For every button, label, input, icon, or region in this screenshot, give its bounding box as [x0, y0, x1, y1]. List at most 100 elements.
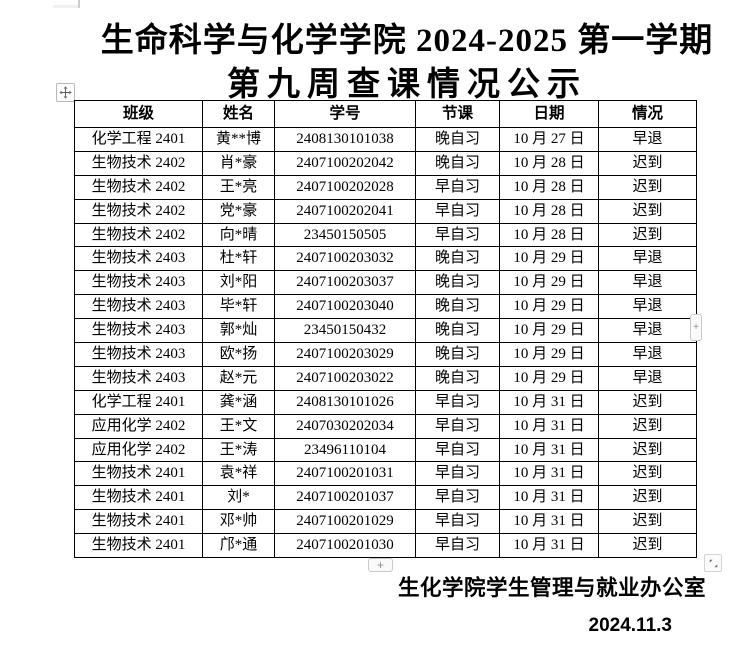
column-header[interactable]: 日期 — [499, 100, 599, 128]
table-cell[interactable]: 10 月 31 日 — [499, 413, 599, 439]
table-cell[interactable]: 早自习 — [415, 485, 500, 511]
table-cell[interactable]: 10 月 29 日 — [499, 342, 599, 367]
table-cell[interactable]: 2407100202041 — [274, 198, 416, 224]
table-cell[interactable]: 10 月 31 日 — [499, 461, 599, 487]
table-cell[interactable]: 2407100203040 — [274, 294, 416, 320]
table-cell[interactable]: 迟到 — [598, 461, 697, 487]
table-cell[interactable]: 2407100202028 — [274, 174, 416, 200]
table-cell[interactable]: 晚自习 — [415, 294, 500, 320]
table-cell[interactable]: 23450150432 — [274, 318, 416, 344]
table-cell[interactable]: 王*亮 — [202, 174, 275, 200]
table-cell[interactable]: 迟到 — [598, 533, 697, 559]
table-cell[interactable]: 生物技术 2403 — [74, 318, 203, 344]
table-cell[interactable]: 2407100202042 — [274, 150, 416, 176]
column-header[interactable]: 情况 — [598, 100, 697, 128]
table-cell[interactable]: 生物技术 2403 — [74, 270, 203, 296]
add-column-button[interactable]: + — [690, 314, 702, 341]
table-resize-handle[interactable] — [704, 554, 722, 572]
table-cell[interactable]: 2407100203037 — [274, 270, 416, 296]
table-cell[interactable]: 2407100203032 — [274, 246, 416, 272]
table-cell[interactable]: 2407100201029 — [274, 509, 416, 535]
table-cell[interactable]: 毕*轩 — [202, 294, 275, 320]
table-cell[interactable]: 迟到 — [598, 222, 697, 248]
table-cell[interactable]: 晚自习 — [415, 150, 500, 176]
table-cell[interactable]: 10 月 29 日 — [499, 318, 599, 344]
table-cell[interactable]: 刘* — [202, 485, 275, 511]
table-cell[interactable]: 邝*通 — [202, 533, 275, 559]
table-cell[interactable]: 刘*阳 — [202, 270, 275, 296]
table-cell[interactable]: 生物技术 2401 — [74, 461, 203, 487]
column-header[interactable]: 节课 — [415, 100, 500, 128]
table-cell[interactable]: 早自习 — [415, 174, 500, 200]
table-move-handle[interactable] — [56, 83, 75, 102]
table-cell[interactable]: 应用化学 2402 — [74, 413, 203, 439]
table-cell[interactable]: 生物技术 2403 — [74, 342, 203, 367]
table-cell[interactable]: 10 月 31 日 — [499, 485, 599, 511]
table-cell[interactable]: 生物技术 2403 — [74, 365, 203, 391]
table-cell[interactable]: 2407100201037 — [274, 485, 416, 511]
table-cell[interactable]: 党*豪 — [202, 198, 275, 224]
table-cell[interactable]: 早退 — [598, 342, 697, 367]
table-cell[interactable]: 早自习 — [415, 222, 500, 248]
table-cell[interactable]: 生物技术 2402 — [74, 150, 203, 176]
table-cell[interactable]: 早自习 — [415, 389, 500, 415]
table-cell[interactable]: 化学工程 2401 — [74, 127, 203, 152]
table-cell[interactable]: 早自习 — [415, 509, 500, 535]
table-cell[interactable]: 23496110104 — [274, 437, 416, 463]
table-cell[interactable]: 10 月 31 日 — [499, 437, 599, 463]
table-cell[interactable]: 生物技术 2402 — [74, 222, 203, 248]
table-cell[interactable]: 早自习 — [415, 461, 500, 487]
table-cell[interactable]: 迟到 — [598, 174, 697, 200]
table-cell[interactable]: 晚自习 — [415, 318, 500, 344]
table-cell[interactable]: 10 月 28 日 — [499, 150, 599, 176]
table-cell[interactable]: 黄**博 — [202, 127, 275, 152]
table-cell[interactable]: 早自习 — [415, 413, 500, 439]
table-cell[interactable]: 迟到 — [598, 389, 697, 415]
table-cell[interactable]: 10 月 31 日 — [499, 533, 599, 559]
table-cell[interactable]: 迟到 — [598, 437, 697, 463]
table-cell[interactable]: 王*涛 — [202, 437, 275, 463]
table-cell[interactable]: 早退 — [598, 318, 697, 344]
table-cell[interactable]: 早退 — [598, 294, 697, 320]
column-header[interactable]: 姓名 — [202, 100, 275, 128]
table-cell[interactable]: 早自习 — [415, 533, 500, 559]
table-cell[interactable]: 迟到 — [598, 150, 697, 176]
table-cell[interactable]: 2407030202034 — [274, 413, 416, 439]
table-cell[interactable]: 龚*涵 — [202, 389, 275, 415]
table-cell[interactable]: 迟到 — [598, 198, 697, 224]
table-cell[interactable]: 早退 — [598, 127, 697, 152]
column-header[interactable]: 学号 — [274, 100, 416, 128]
table-cell[interactable]: 迟到 — [598, 413, 697, 439]
table-cell[interactable]: 邓*帅 — [202, 509, 275, 535]
table-cell[interactable]: 晚自习 — [415, 270, 500, 296]
table-cell[interactable]: 晚自习 — [415, 127, 500, 152]
table-cell[interactable]: 2408130101026 — [274, 389, 416, 415]
table-cell[interactable]: 生物技术 2403 — [74, 294, 203, 320]
table-cell[interactable]: 迟到 — [598, 485, 697, 511]
table-cell[interactable]: 23450150505 — [274, 222, 416, 248]
table-cell[interactable]: 2408130101038 — [274, 127, 416, 152]
table-cell[interactable]: 2407100203029 — [274, 342, 416, 367]
table-cell[interactable]: 早自习 — [415, 198, 500, 224]
table-cell[interactable]: 郭*灿 — [202, 318, 275, 344]
table-cell[interactable]: 早自习 — [415, 437, 500, 463]
table-cell[interactable]: 10 月 27 日 — [499, 127, 599, 152]
table-cell[interactable]: 10 月 31 日 — [499, 509, 599, 535]
table-cell[interactable]: 生物技术 2402 — [74, 198, 203, 224]
table-cell[interactable]: 迟到 — [598, 509, 697, 535]
table-cell[interactable]: 早退 — [598, 270, 697, 296]
table-cell[interactable]: 晚自习 — [415, 365, 500, 391]
table-cell[interactable]: 2407100201031 — [274, 461, 416, 487]
table-cell[interactable]: 王*文 — [202, 413, 275, 439]
table-cell[interactable]: 10 月 29 日 — [499, 365, 599, 391]
table-cell[interactable]: 10 月 28 日 — [499, 174, 599, 200]
table-cell[interactable]: 欧*扬 — [202, 342, 275, 367]
table-cell[interactable]: 10 月 29 日 — [499, 270, 599, 296]
table-cell[interactable]: 赵*元 — [202, 365, 275, 391]
table-cell[interactable]: 化学工程 2401 — [74, 389, 203, 415]
table-cell[interactable]: 生物技术 2403 — [74, 246, 203, 272]
table-cell[interactable]: 10 月 29 日 — [499, 294, 599, 320]
column-header[interactable]: 班级 — [74, 100, 203, 128]
table-cell[interactable]: 生物技术 2401 — [74, 509, 203, 535]
table-cell[interactable]: 杜*轩 — [202, 246, 275, 272]
